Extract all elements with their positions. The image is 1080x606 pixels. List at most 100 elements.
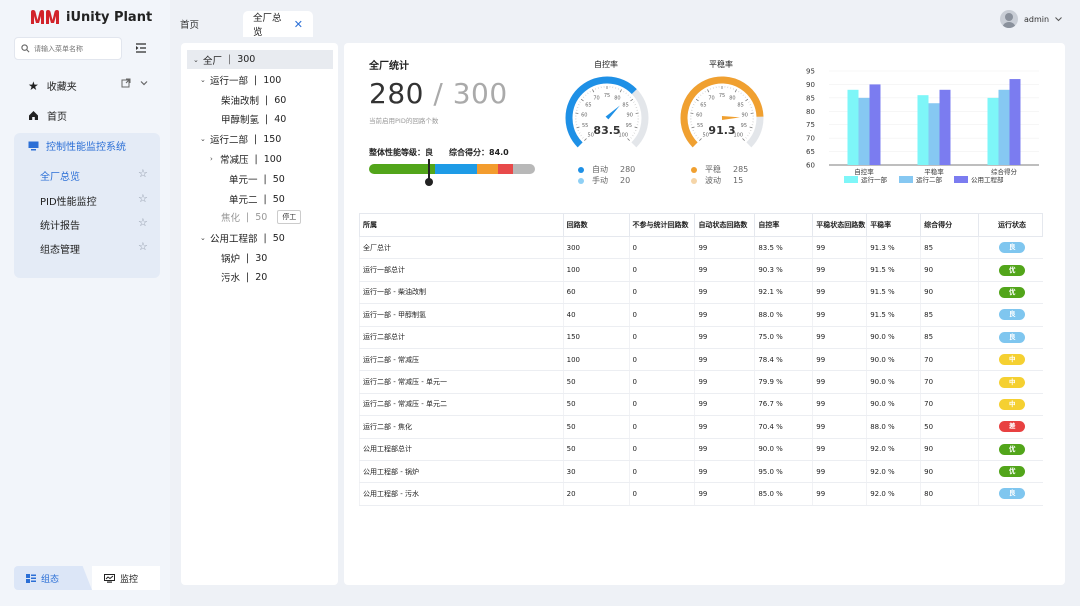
nav-system[interactable]: 控制性能监控系统 <box>28 138 126 153</box>
table-row[interactable]: 运行二部 - 常减压 100 0 99 78.4 % 99 90.0 % 70 中 <box>359 348 1043 372</box>
monitor-icon <box>104 573 115 583</box>
column-header[interactable]: 自控率 <box>754 213 814 237</box>
column-header[interactable]: 所属 <box>359 213 564 237</box>
table-cell: 0 <box>628 438 695 461</box>
tree-node-label: 甲醇制氢 <box>221 115 260 126</box>
tree-node[interactable]: 柴油改制 | 60 <box>221 94 287 108</box>
table-cell: 99 <box>694 393 755 417</box>
table-cell: 90 <box>920 438 979 461</box>
table-cell: 100 <box>562 258 630 282</box>
table-row[interactable]: 公用工程部总计 50 0 99 90.0 % 99 92.0 % 90 优 <box>359 438 1043 461</box>
status-badge: 优 <box>999 466 1026 478</box>
table-cell: 99 <box>694 348 755 372</box>
tree-node[interactable]: ⌄ 运行二部 | 150 <box>200 133 282 147</box>
star-outline-icon[interactable]: ☆ <box>138 240 148 253</box>
table-row[interactable]: 运行二部总计 150 0 99 75.0 % 99 90.0 % 85 良 <box>359 326 1043 349</box>
tree-node[interactable]: 锅炉 | 30 <box>221 252 268 266</box>
table-cell: 99 <box>694 236 755 260</box>
table-cell: 30 <box>562 460 630 484</box>
tree-node[interactable]: 甲醇制氢 | 40 <box>221 113 287 127</box>
tree-node[interactable]: › 常减压 | 100 <box>210 153 282 167</box>
table-cell: 99 <box>694 415 755 439</box>
gauge-minor-tick <box>634 104 637 106</box>
sidebar-item-config[interactable]: 组态管理 <box>40 245 80 256</box>
tab-config[interactable]: 组态 <box>14 566 92 590</box>
tree-node[interactable]: 单元一 | 50 <box>229 173 285 187</box>
legend-value: 280 <box>620 165 636 174</box>
chevron-down-icon[interactable]: ⌄ <box>200 135 206 143</box>
table-cell: 99 <box>694 460 755 484</box>
tree-node-label: 公用工程部 <box>210 234 258 245</box>
close-icon[interactable]: ✕ <box>293 17 303 31</box>
tree-node[interactable]: 污水 | 20 <box>221 271 268 285</box>
table-cell: 91.5 % <box>866 303 921 327</box>
table-row[interactable]: 全厂总计 300 0 99 83.5 % 99 91.3 % 85 良 <box>359 236 1043 260</box>
gauge-minor-tick <box>733 88 734 90</box>
star-outline-icon[interactable]: ☆ <box>138 216 148 229</box>
external-link-icon[interactable] <box>121 78 131 88</box>
table-row[interactable]: 运行一部总计 100 0 99 90.3 % 99 91.5 % 90 优 <box>359 258 1043 282</box>
gauge-minor-tick <box>587 92 589 95</box>
status-cell: 优 <box>978 258 1043 282</box>
chevron-right-icon[interactable]: › <box>210 155 213 163</box>
bottom-tabs: 组态 监控 <box>14 566 160 590</box>
nav-favorites[interactable]: ★ 收藏夹 <box>28 78 77 94</box>
score-value: 84.0 <box>489 148 509 157</box>
chevron-down-icon[interactable]: ⌄ <box>193 55 199 64</box>
tree-node[interactable]: ⌄ 公用工程部 | 50 <box>200 232 285 246</box>
sidebar-item-overview[interactable]: 全厂总览 <box>40 172 80 183</box>
table-cell: 70.4 % <box>754 415 813 439</box>
table-row[interactable]: 运行二部 - 常减压 - 单元一 50 0 99 79.9 % 99 90.0 % 70 中 <box>359 370 1043 394</box>
star-outline-icon[interactable]: ☆ <box>138 167 148 180</box>
user-menu[interactable]: admin <box>1000 10 1062 28</box>
table-cell: 300 <box>562 236 630 260</box>
table-row[interactable]: 运行一部 - 柴油改制 60 0 99 92.1 % 99 91.5 % 90 优 <box>359 281 1043 305</box>
column-header[interactable]: 运行状态 <box>978 213 1043 237</box>
table-cell: 公用工程部总计 <box>359 438 564 461</box>
sidebar-item-pid-monitor[interactable]: PID性能监控 <box>40 197 97 208</box>
column-header[interactable]: 平稳状态回路数 <box>812 213 868 237</box>
table-cell: 0 <box>628 348 695 372</box>
tab-home[interactable]: 首页 <box>180 20 200 31</box>
tree-node-count: 20 <box>255 271 268 283</box>
collapse-menu-icon[interactable] <box>134 41 148 55</box>
bar <box>917 95 929 165</box>
table-cell: 0 <box>628 370 695 394</box>
column-header[interactable]: 自动状态回路数 <box>694 213 756 237</box>
table-row[interactable]: 公用工程部 - 锅炉 30 0 99 95.0 % 99 92.0 % 90 优 <box>359 460 1043 484</box>
menu-search[interactable] <box>14 37 122 60</box>
tree-node-count: 40 <box>274 113 287 125</box>
status-badge: 中 <box>999 376 1026 388</box>
table-row[interactable]: 运行一部 - 甲醇制氢 40 0 99 88.0 % 99 91.5 % 85 良 <box>359 303 1043 327</box>
gauge-fill <box>680 76 764 148</box>
bar <box>987 97 999 165</box>
chevron-down-icon[interactable]: ⌄ <box>200 234 206 242</box>
tree-node[interactable]: 单元二 | 50 <box>229 193 285 207</box>
table-cell: 90 <box>920 460 979 484</box>
column-header[interactable]: 综合得分 <box>920 213 980 237</box>
tab-monitor[interactable]: 监控 <box>92 566 160 590</box>
search-input[interactable] <box>34 44 118 53</box>
perf-bar-segment <box>498 164 514 174</box>
tree-node[interactable]: ⌄ 运行一部 | 100 <box>200 74 282 88</box>
nav-home[interactable]: 首页 <box>28 108 67 123</box>
chevron-down-icon[interactable]: ⌄ <box>200 76 206 84</box>
column-header[interactable]: 回路数 <box>562 213 630 237</box>
tab-overview[interactable]: 全厂总览 ✕ <box>243 11 313 38</box>
perf-bar-segment <box>369 164 436 174</box>
table-row[interactable]: 公用工程部 - 污水 20 0 99 85.0 % 99 92.0 % 80 良 <box>359 482 1043 506</box>
table-row[interactable]: 运行二部 - 常减压 - 单元二 50 0 99 76.7 % 99 90.0 % 70 中 <box>359 393 1043 417</box>
sidebar-item-reports[interactable]: 统计报告 <box>40 221 80 232</box>
legend-dot <box>578 166 584 173</box>
column-header[interactable]: 不参与统计回路数 <box>628 213 696 237</box>
status-cell: 优 <box>978 281 1043 305</box>
bar <box>1009 79 1021 165</box>
table-cell: 78.4 % <box>754 348 813 372</box>
star-outline-icon[interactable]: ☆ <box>138 192 148 205</box>
column-header[interactable]: 平稳率 <box>866 213 922 237</box>
table-cell: 99 <box>812 348 867 372</box>
tree-node[interactable]: ⌄ 全厂 | 300 <box>187 50 333 69</box>
table-row[interactable]: 运行二部 - 焦化 50 0 99 70.4 % 99 88.0 % 50 差 <box>359 415 1043 439</box>
tree-node[interactable]: 焦化 | 50 停工 <box>221 210 302 224</box>
chevron-down-icon[interactable] <box>139 78 149 88</box>
